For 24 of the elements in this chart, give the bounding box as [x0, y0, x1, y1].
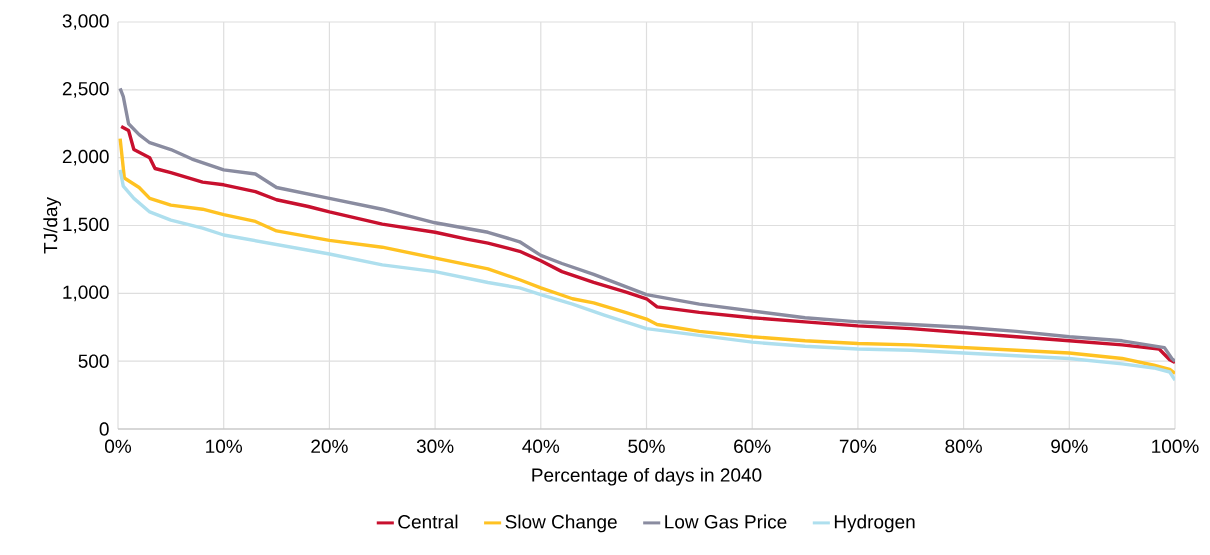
x-axis-title: Percentage of days in 2040 — [532, 467, 762, 486]
x-tick-label: 40% — [522, 439, 560, 453]
y-tick-label: 3,000 — [62, 14, 109, 30]
x-tick-label: 60% — [734, 439, 771, 453]
y-tick-label: 2,000 — [62, 149, 109, 166]
legend-label: Low Gas Price — [665, 514, 787, 529]
y-tick-label: 1,000 — [63, 285, 109, 302]
y-tick-label: 1,500 — [63, 217, 109, 234]
x-tick-label: 10% — [206, 439, 243, 453]
x-tick-label: 30% — [416, 439, 454, 453]
x-tick-label: 90% — [1051, 439, 1088, 453]
x-tick-label: 50% — [628, 439, 665, 453]
x-tick-label: 20% — [311, 439, 348, 453]
legend-label: Hydrogen — [834, 514, 915, 533]
y-axis-title: TJ/day — [43, 197, 62, 254]
x-tick-label: 70% — [839, 439, 877, 453]
x-tick-label: 80% — [945, 439, 982, 453]
legend-label: Central — [398, 514, 458, 529]
y-tick-label: 0 — [99, 422, 109, 436]
legend-label: Slow Change — [505, 514, 617, 533]
x-tick-label: 0% — [105, 439, 132, 453]
y-tick-label: 500 — [78, 354, 109, 368]
y-tick-label: 2,500 — [62, 81, 109, 98]
x-tick-label: 100% — [1152, 439, 1199, 453]
